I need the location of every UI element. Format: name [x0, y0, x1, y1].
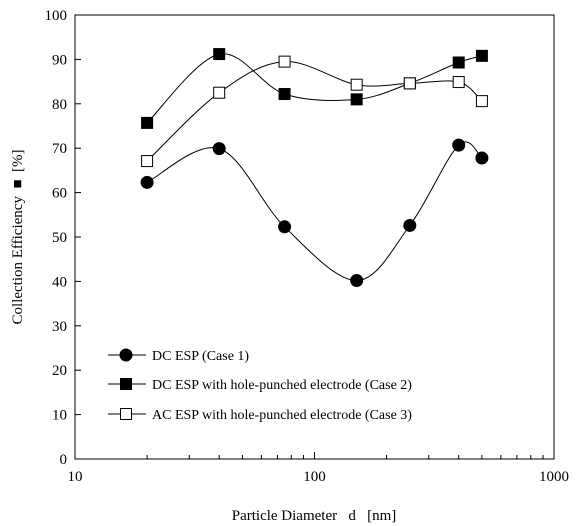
- y-tick-label: 0: [60, 452, 68, 468]
- legend-marker-case3: [120, 408, 132, 420]
- data-point-case3: [350, 78, 363, 91]
- data-point-case1: [278, 220, 292, 234]
- data-point-case3: [278, 55, 291, 68]
- x-axis-label: Particle Diameter d [nm]: [232, 508, 397, 524]
- y-tick-label: 80: [52, 97, 67, 113]
- y-tick-label: 20: [52, 363, 67, 379]
- data-point-case3: [452, 76, 465, 89]
- data-point-case1: [475, 151, 489, 165]
- data-point-case1: [212, 142, 226, 156]
- data-point-case2: [350, 93, 363, 106]
- y-tick-label: 60: [52, 186, 67, 202]
- data-point-case1: [140, 175, 154, 189]
- legend-label-case1: DC ESP (Case 1): [152, 349, 249, 364]
- y-tick-label: 70: [52, 141, 67, 157]
- y-axis-label: Collection Efficiency ■ [%]: [10, 150, 26, 325]
- y-tick-label: 90: [52, 52, 67, 68]
- series-line-case2: [146, 53, 483, 124]
- data-point-case3: [141, 155, 154, 168]
- data-point-case3: [475, 95, 488, 108]
- y-tick-label: 100: [45, 8, 68, 24]
- data-point-case2: [141, 116, 154, 129]
- data-point-case1: [403, 218, 417, 232]
- series-line-case3: [146, 61, 483, 162]
- x-tick-label: 10: [68, 469, 83, 485]
- y-tick-label: 50: [52, 230, 67, 246]
- legend-label-case3: AC ESP with hole-punched electrode (Case…: [152, 408, 412, 423]
- data-point-case2: [278, 88, 291, 101]
- data-point-case2: [475, 49, 488, 62]
- y-tick-label: 40: [52, 274, 67, 290]
- data-point-case2: [452, 56, 465, 69]
- data-point-case1: [350, 274, 364, 288]
- x-tick-label: 1000: [539, 469, 569, 485]
- series-curves: [146, 53, 483, 282]
- series-markers: [140, 48, 489, 288]
- legend-label-case2: DC ESP with hole-punched electrode (Case…: [152, 378, 412, 393]
- legend: DC ESP (Case 1) DC ESP with hole-punched …: [108, 348, 412, 423]
- series-line-case1: [146, 141, 483, 282]
- data-point-case2: [213, 48, 226, 61]
- legend-marker-case1: [119, 348, 133, 362]
- y-tick-label: 10: [52, 408, 67, 424]
- x-tick-label: 100: [303, 469, 326, 485]
- data-point-case1: [452, 138, 466, 152]
- legend-marker-case2: [120, 378, 132, 390]
- data-point-case3: [213, 86, 226, 99]
- y-tick-label: 30: [52, 319, 67, 335]
- data-point-case3: [403, 77, 416, 90]
